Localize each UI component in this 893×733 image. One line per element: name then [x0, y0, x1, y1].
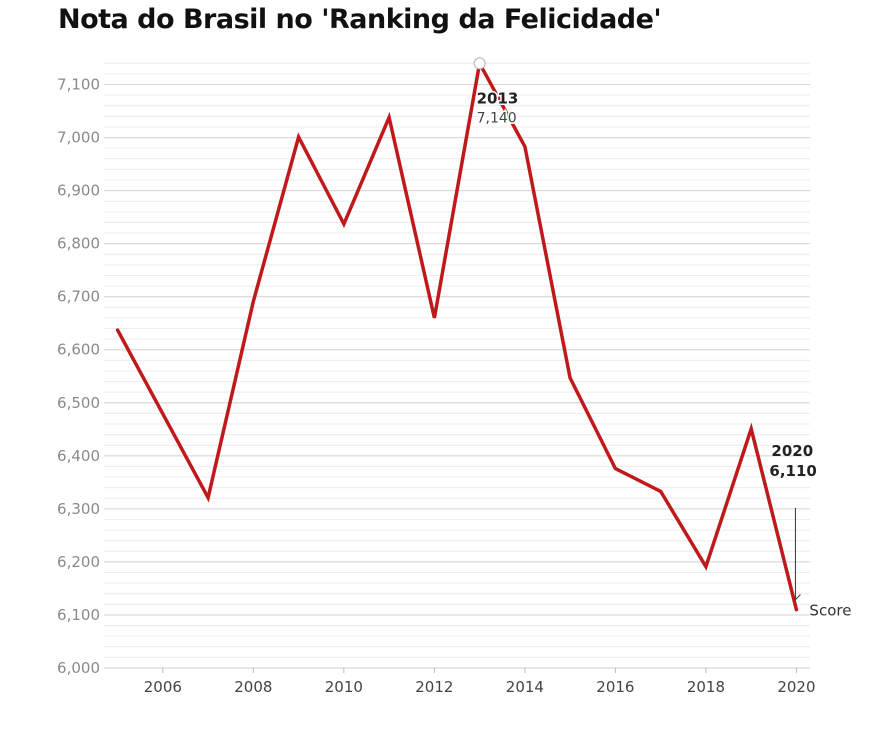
y-tick-label: 6,900 — [57, 182, 100, 200]
y-tick-label: 6,600 — [57, 341, 100, 359]
hover-marker — [473, 57, 486, 70]
y-tick-label: 6,400 — [57, 447, 100, 465]
x-tick-label: 2020 — [777, 678, 815, 696]
x-tick-label: 2006 — [144, 678, 182, 696]
x-tick-label: 2008 — [234, 678, 272, 696]
y-tick-label: 6,300 — [57, 500, 100, 518]
x-axis: 2006 2008 2010 2012 2014 2016 2018 2020 — [104, 667, 816, 696]
series-group — [115, 58, 799, 612]
x-tick-label: 2014 — [506, 678, 544, 696]
y-tick-label: 6,100 — [57, 606, 100, 624]
x-tick-label: 2018 — [687, 678, 725, 696]
y-tick-label: 7,000 — [57, 129, 100, 147]
x-tick-label: 2016 — [596, 678, 634, 696]
annotations: 2013 7,140 2020 6,110 Score — [473, 57, 851, 620]
chart-title: Nota do Brasil no 'Ranking da Felicidade… — [58, 4, 662, 35]
y-axis: 6,000 6,100 6,200 6,300 6,400 6,500 6,600 6,700… — [57, 76, 100, 677]
x-tick-label: 2012 — [415, 678, 453, 696]
y-tick-label: 7,100 — [57, 76, 100, 94]
y-tick-label: 6,800 — [57, 235, 100, 253]
y-tick-label: 6,000 — [57, 659, 100, 677]
y-tick-label: 6,500 — [57, 394, 100, 412]
x-tick-label: 2010 — [325, 678, 363, 696]
series-line — [115, 58, 799, 612]
y-tick-label: 6,700 — [57, 288, 100, 306]
annotation-year: 2013 — [477, 89, 519, 107]
annotation-leader-tip — [795, 594, 801, 601]
annotation-value: 6,110 — [769, 462, 816, 480]
annotation-value: 7,140 — [477, 110, 517, 126]
y-tick-label: 6,200 — [57, 553, 100, 571]
series-label: Score — [809, 602, 851, 620]
gridlines — [104, 62, 810, 669]
annotation-year: 2020 — [771, 442, 813, 460]
